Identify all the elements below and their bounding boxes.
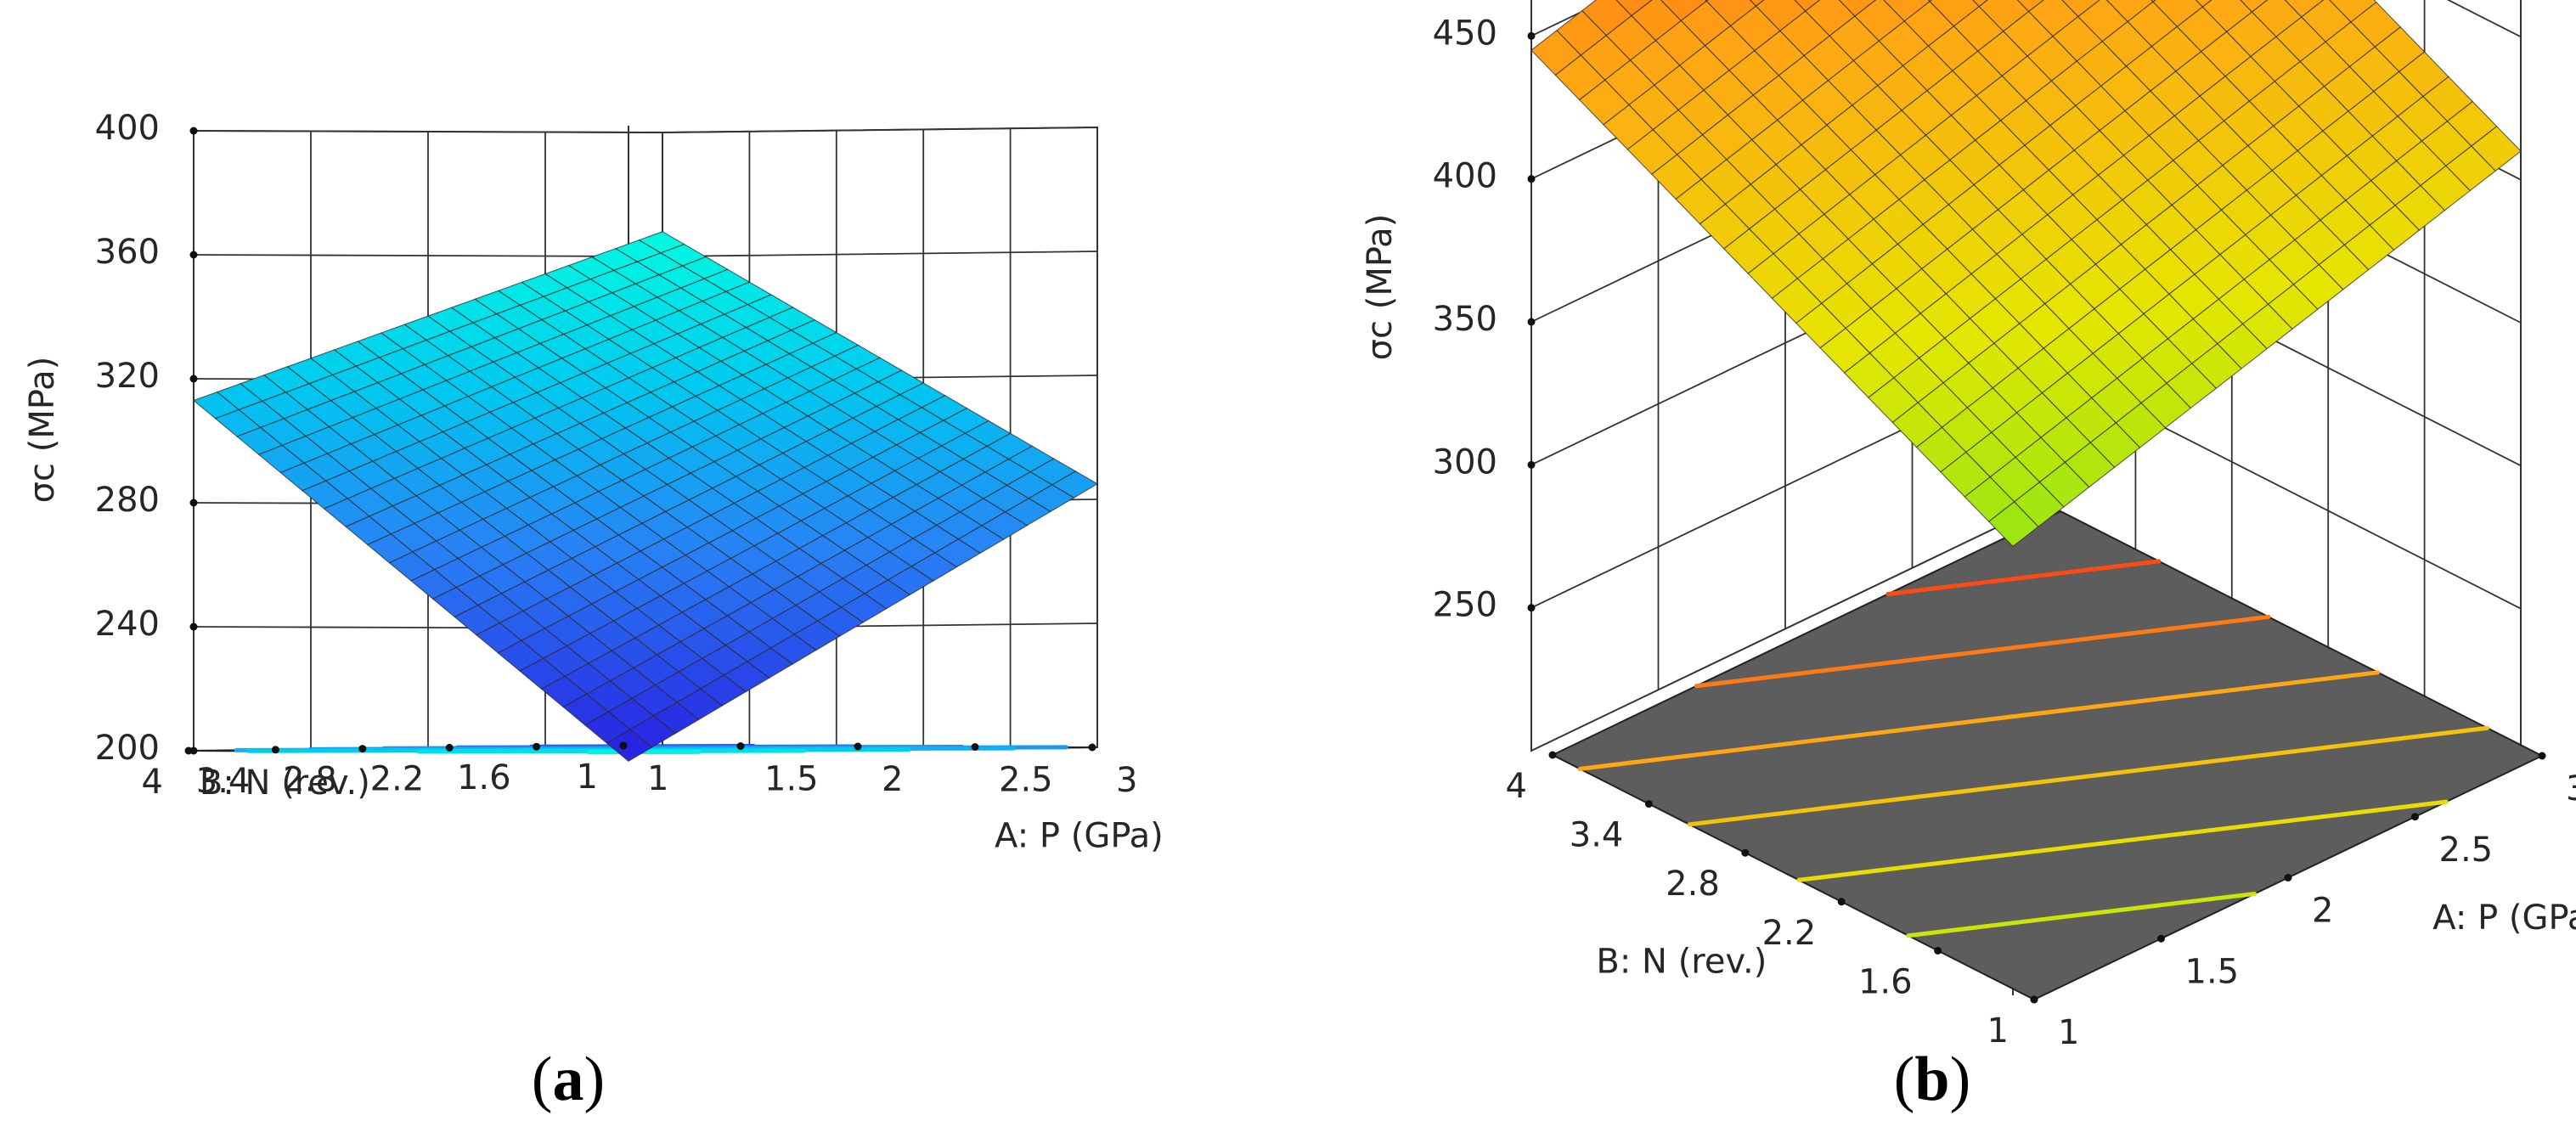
- x-tick-label: 1.5: [2185, 952, 2240, 991]
- contour-line: [1694, 614, 2271, 689]
- x-tick-label: 2.5: [2439, 831, 2494, 870]
- y-tick-label: 2.8: [283, 761, 337, 800]
- z-tick-mark: [1527, 318, 1536, 326]
- y-axis: 1 1.6 2.2 2.8 3.4 4 B: N (rev.): [142, 741, 628, 803]
- y-tick-mark: [1741, 848, 1750, 857]
- z-tick-label: 360: [95, 233, 160, 272]
- y-tick-label: 1.6: [457, 758, 511, 797]
- z-tick-mark: [189, 622, 198, 631]
- y-tick-label: 4: [142, 763, 163, 802]
- x-tick-label: 2: [882, 760, 903, 799]
- y-tick-mark: [445, 743, 454, 752]
- surface-cell: [2016, 0, 2044, 13]
- x-tick-mark: [736, 742, 745, 750]
- z-tick-mark: [189, 499, 198, 507]
- z-tick-label: 400: [1433, 157, 1497, 196]
- x-tick-mark: [1088, 743, 1096, 752]
- z-tick-label: 450: [1433, 14, 1497, 53]
- chart-panel-a: 200 240 280 320 360 400 σc (MPa) 1 1.6 2.2 2.8 3.4 4…: [23, 109, 1164, 855]
- z-tick-label: 250: [1433, 586, 1497, 625]
- response-surface: [1530, 0, 2522, 548]
- x-tick-label: 1: [647, 759, 668, 798]
- caption-a-label: (a): [532, 1045, 605, 1114]
- x-tick-label: 1.5: [764, 760, 819, 799]
- x-tick-label: 3: [2566, 769, 2576, 808]
- surface-cell: [2240, 0, 2269, 13]
- z-tick-label: 200: [95, 729, 160, 768]
- x-tick-mark: [2284, 874, 2292, 882]
- y-tick-label: 3.4: [196, 762, 251, 801]
- z-tick-label: 280: [95, 481, 160, 520]
- z-tick-mark: [189, 251, 198, 259]
- surface-cell: [1749, 0, 1765, 7]
- z-axis-label: σc (MPa): [1361, 214, 1400, 361]
- z-axis: 200 240 280 320 360 400 σc (MPa): [23, 109, 198, 768]
- y-tick-label: 2.2: [370, 759, 425, 798]
- y-tick-label: 2.2: [1762, 914, 1817, 953]
- surface-cell: [606, 729, 653, 762]
- y-axis-label: B: N (rev.): [1596, 943, 1767, 982]
- y-tick-label: 1.6: [1858, 962, 1913, 1001]
- y-tick-label: 4: [1506, 767, 1527, 806]
- contour-line: [1885, 559, 2162, 596]
- y-tick-mark: [271, 746, 279, 754]
- y-tick-mark: [1548, 751, 1557, 759]
- x-tick-mark: [854, 742, 862, 751]
- x-tick-label: 2: [2312, 892, 2333, 931]
- surface-cell: [1972, 0, 1989, 8]
- z-tick-mark: [1527, 175, 1536, 183]
- x-tick-mark: [971, 743, 979, 751]
- surface-cell: [2195, 0, 2212, 8]
- x-tick-mark: [619, 741, 628, 750]
- z-tick-label: 320: [95, 357, 160, 396]
- z-tick-label: 350: [1433, 300, 1497, 339]
- y-axis-label: B: N (rev.): [200, 763, 370, 803]
- contour-floor: [1550, 510, 2545, 1001]
- z-tick-label: 400: [95, 109, 160, 148]
- surface-cell: [1794, 0, 1821, 12]
- z-tick-mark: [189, 375, 198, 383]
- response-surface: [192, 231, 1099, 762]
- x-axis-label: A: P (GPa): [2432, 898, 2576, 938]
- x-tick-mark: [2538, 752, 2546, 760]
- x-tick-mark: [2030, 995, 2038, 1004]
- surface-cell: [1987, 501, 2039, 548]
- x-axis: 1 1.5 2 2.5 3 A: P (GPa): [619, 741, 1164, 855]
- x-axis-label: A: P (GPa): [995, 816, 1164, 855]
- floor-plane: [1550, 510, 2545, 1001]
- x-tick-mark: [2157, 934, 2165, 943]
- y-tick-label: 3.4: [1570, 816, 1624, 855]
- y-tick-mark: [184, 746, 193, 755]
- chart-panel-b: 250300350400450500σc (MPa)11.62.22.83.44…: [1361, 0, 2576, 1052]
- z-tick-label: 240: [95, 605, 160, 644]
- y-tick-mark: [1934, 946, 1942, 955]
- x-tick-label: 1: [2058, 1013, 2079, 1052]
- z-tick-mark: [1527, 31, 1536, 40]
- y-tick-mark: [358, 745, 367, 753]
- z-axis: 250300350400450500σc (MPa): [1361, 14, 1536, 625]
- contour-line: [1796, 799, 2449, 882]
- y-axis: 1 1.6 2.2 2.8 3.4 4 B: N (rev.): [1506, 751, 2038, 1051]
- z-tick-mark: [1527, 604, 1536, 612]
- z-tick-mark: [189, 127, 198, 135]
- y-tick-label: 1: [1987, 1011, 2009, 1051]
- z-tick-mark: [1527, 460, 1536, 469]
- y-tick-label: 2.8: [1666, 865, 1720, 904]
- caption-b-label: (b): [1894, 1045, 1970, 1114]
- x-tick-label: 3: [1116, 761, 1137, 800]
- y-tick-mark: [1644, 800, 1653, 808]
- z-axis-label: σc (MPa): [23, 357, 62, 504]
- y-tick-mark: [533, 742, 541, 751]
- x-tick-mark: [2411, 813, 2419, 821]
- y-tick-mark: [1837, 898, 1846, 906]
- contour-line: [1577, 670, 2381, 771]
- x-axis: 1 1.5 2 2.5 3 A: P (GPa): [2030, 752, 2576, 1052]
- y-tick-label: 1: [577, 758, 598, 797]
- contour-line: [1687, 725, 2490, 827]
- contour-line: [1906, 891, 2258, 938]
- z-tick-label: 300: [1433, 442, 1497, 482]
- x-tick-label: 2.5: [999, 761, 1053, 800]
